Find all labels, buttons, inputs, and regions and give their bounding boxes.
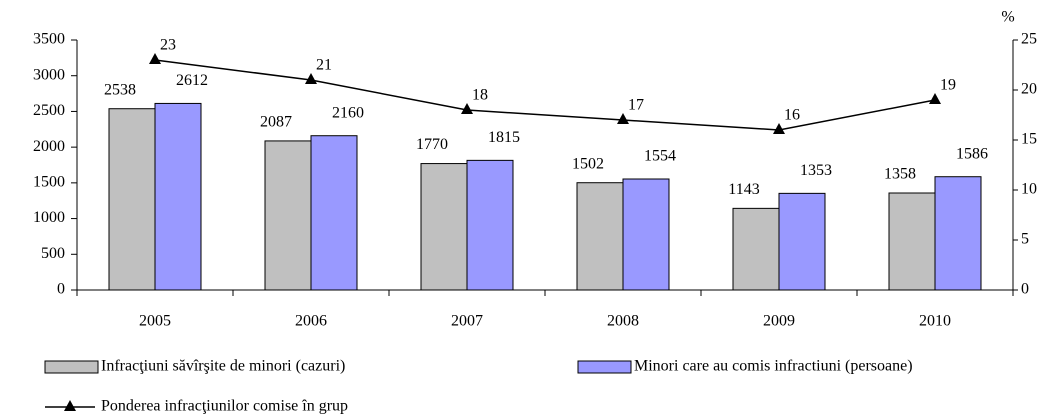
y2-tick-label: 0 [1021, 281, 1029, 298]
data-label: 1586 [956, 145, 988, 162]
data-label: 1554 [644, 148, 676, 165]
bar [778, 192, 826, 291]
line [154, 59, 936, 131]
bar [154, 102, 202, 291]
y2-tick-label: 25 [1021, 31, 1037, 48]
y-tick-label: 2500 [33, 102, 65, 119]
x-tick-label: 2005 [139, 313, 171, 330]
y-tick-label: 2000 [33, 138, 65, 155]
data-label: 1358 [884, 166, 916, 183]
data-label: 16 [784, 107, 800, 124]
data-label: 2538 [104, 81, 136, 98]
data-label: 21 [316, 57, 332, 74]
y-tick-label: 1500 [33, 174, 65, 191]
y-tick-label: 0 [57, 281, 65, 298]
bar [108, 108, 156, 291]
bar [732, 207, 780, 291]
legend-swatch [577, 360, 632, 374]
x-tick-label: 2007 [451, 313, 483, 330]
x-tick-label: 2008 [607, 313, 639, 330]
data-label: 18 [472, 87, 488, 104]
legend-swatch [44, 360, 99, 374]
line-marker [305, 73, 317, 84]
y2-tick-label: 5 [1021, 231, 1029, 248]
line-marker [149, 53, 161, 64]
data-label: 2087 [260, 114, 292, 131]
legend-label: Minori care au comis infractiuni (persoa… [634, 358, 913, 375]
bar [310, 135, 358, 291]
y-tick-label: 1000 [33, 209, 65, 226]
y2-tick-label: 10 [1021, 181, 1037, 198]
y-tick-label: 3500 [33, 31, 65, 48]
bar [622, 178, 670, 291]
data-label: 2612 [176, 72, 208, 89]
legend-label: Ponderea infracţiunilor comise în grup [101, 398, 348, 415]
y-tick-label: 500 [41, 245, 65, 262]
line-marker [617, 113, 629, 124]
data-label: 1770 [416, 136, 448, 153]
line-marker [929, 93, 941, 104]
data-label: 1502 [572, 155, 604, 172]
x-tick-label: 2009 [763, 313, 795, 330]
bar [420, 163, 468, 291]
bar [934, 176, 982, 291]
data-label: 1143 [728, 181, 759, 198]
y2-tick-label: 15 [1021, 131, 1037, 148]
x-tick-label: 2006 [295, 313, 327, 330]
line-marker [773, 123, 785, 134]
bar [576, 182, 624, 291]
legend-label: Infracţiuni săvîrşite de minori (cazuri) [101, 358, 345, 375]
legend-marker [64, 400, 76, 411]
bar [888, 192, 936, 291]
y2-tick-label: 20 [1021, 81, 1037, 98]
y2-axis-label: % [1001, 9, 1014, 26]
data-label: 19 [940, 77, 956, 94]
data-label: 1815 [488, 129, 520, 146]
bar [466, 159, 514, 291]
data-label: 2160 [332, 104, 364, 121]
x-tick-label: 2010 [919, 313, 951, 330]
data-label: 23 [160, 37, 176, 54]
data-label: 17 [628, 97, 644, 114]
line-marker [461, 103, 473, 114]
data-label: 1353 [800, 162, 832, 179]
y-tick-label: 3000 [33, 66, 65, 83]
bar [264, 140, 312, 291]
